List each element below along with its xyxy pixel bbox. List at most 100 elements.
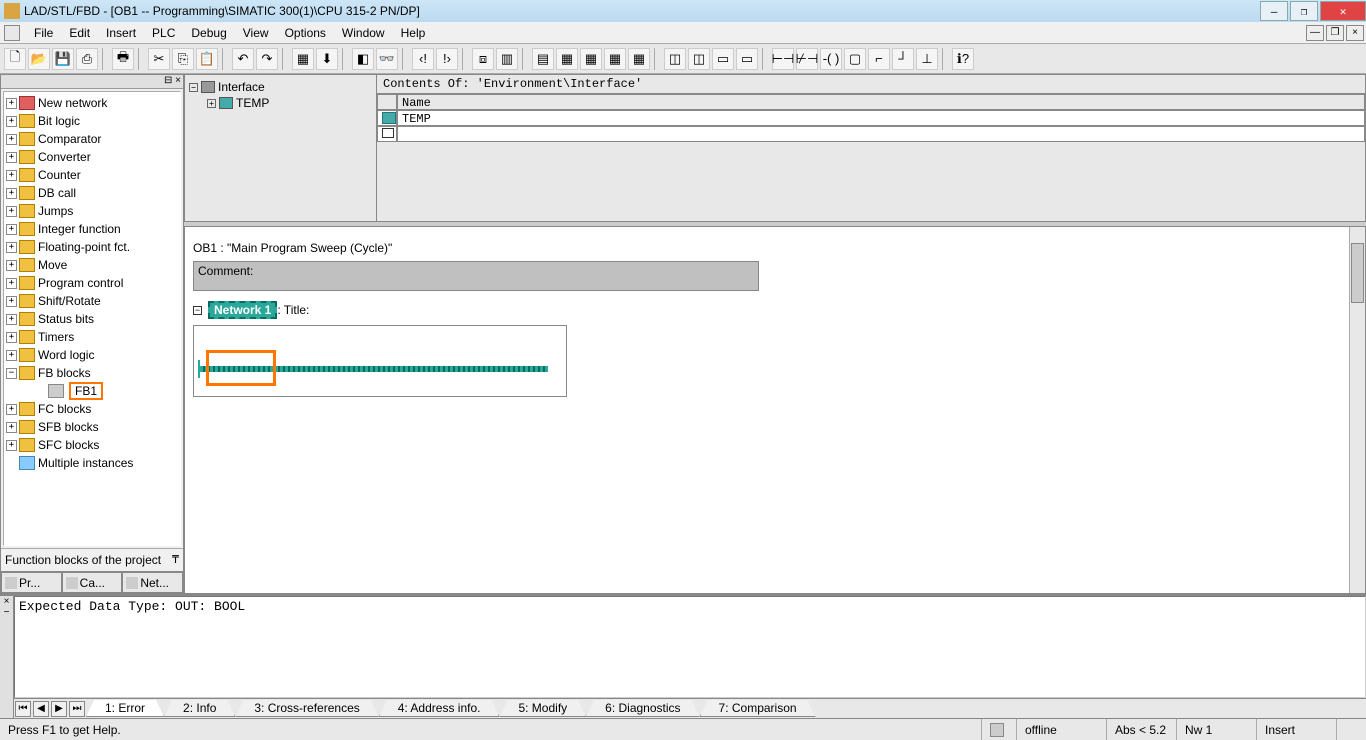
output-nav-last[interactable]: ⏭ bbox=[69, 701, 85, 717]
tb-coil[interactable]: -( ) bbox=[820, 48, 842, 70]
tree-item[interactable]: +Jumps bbox=[6, 202, 178, 220]
name-column-header[interactable]: Name bbox=[397, 94, 1365, 110]
expand-icon[interactable]: + bbox=[6, 314, 17, 325]
close-button[interactable]: ✕ bbox=[1320, 1, 1366, 21]
tb-ins4[interactable]: ▭ bbox=[736, 48, 758, 70]
tb-ref1[interactable]: ◧ bbox=[352, 48, 374, 70]
tree-item[interactable]: +Timers bbox=[6, 328, 178, 346]
network-label[interactable]: Network 1 bbox=[208, 301, 277, 319]
comment-box[interactable]: Comment: bbox=[193, 261, 759, 291]
print-button[interactable] bbox=[112, 48, 134, 70]
tb-ins3[interactable]: ▭ bbox=[712, 48, 734, 70]
expand-icon[interactable]: + bbox=[6, 170, 17, 181]
tb-block[interactable]: ▦ bbox=[292, 48, 314, 70]
tb-goto-next[interactable]: !› bbox=[436, 48, 458, 70]
empty-row[interactable] bbox=[397, 126, 1365, 142]
undo-button[interactable] bbox=[232, 48, 254, 70]
tb-view-ladder[interactable]: ⧈ bbox=[472, 48, 494, 70]
temp-row-name[interactable]: TEMP bbox=[397, 110, 1365, 126]
monitor-button[interactable] bbox=[376, 48, 398, 70]
expand-icon[interactable]: + bbox=[6, 152, 17, 163]
tree-item[interactable]: +Bit logic bbox=[6, 112, 178, 130]
open-button[interactable] bbox=[28, 48, 50, 70]
menu-window[interactable]: Window bbox=[334, 24, 393, 42]
code-editor[interactable]: OB1 : "Main Program Sweep (Cycle)" Comme… bbox=[184, 226, 1366, 594]
expand-icon[interactable]: + bbox=[6, 422, 17, 433]
editor-scrollbar[interactable] bbox=[1349, 227, 1365, 593]
expand-icon[interactable]: + bbox=[6, 188, 17, 199]
menu-help[interactable]: Help bbox=[393, 24, 434, 42]
tree-item[interactable]: +Word logic bbox=[6, 346, 178, 364]
copy-button[interactable] bbox=[172, 48, 194, 70]
catalog-tree[interactable]: +New network+Bit logic+Comparator+Conver… bbox=[4, 92, 180, 472]
tree-item[interactable]: −FB blocks bbox=[6, 364, 178, 382]
new-button[interactable] bbox=[4, 48, 26, 70]
menu-insert[interactable]: Insert bbox=[98, 24, 144, 42]
expand-icon[interactable]: + bbox=[6, 224, 17, 235]
tb-ov1[interactable]: ▦ bbox=[556, 48, 578, 70]
output-nav-prev[interactable]: ◀ bbox=[33, 701, 49, 717]
expand-icon[interactable]: + bbox=[6, 332, 17, 343]
tb-contact-nc[interactable]: ⊬⊣ bbox=[796, 48, 818, 70]
menu-view[interactable]: View bbox=[235, 24, 277, 42]
expand-icon[interactable]: − bbox=[6, 368, 17, 379]
menu-file[interactable]: File bbox=[26, 24, 61, 42]
tree-item[interactable]: Multiple instances bbox=[6, 454, 178, 472]
tree-item[interactable]: +SFB blocks bbox=[6, 418, 178, 436]
tb-conn[interactable]: ⊥ bbox=[916, 48, 938, 70]
mdi-restore-button[interactable]: ❐ bbox=[1326, 25, 1344, 41]
tree-item[interactable]: +Program control bbox=[6, 274, 178, 292]
output-tab-diag[interactable]: 6: Diagnostics bbox=[586, 700, 699, 717]
tb-catalog[interactable]: ▤ bbox=[532, 48, 554, 70]
output-tab-modify[interactable]: 5: Modify bbox=[499, 700, 586, 717]
catalog-tab-call[interactable]: Ca... bbox=[62, 572, 123, 593]
menu-options[interactable]: Options bbox=[277, 24, 334, 42]
tree-item[interactable]: +SFC blocks bbox=[6, 436, 178, 454]
interface-tree[interactable]: −Interface +TEMP bbox=[185, 75, 377, 221]
expand-icon[interactable]: + bbox=[6, 278, 17, 289]
save-all-button[interactable]: ⎙ bbox=[76, 48, 98, 70]
tree-item[interactable]: +Converter bbox=[6, 148, 178, 166]
tb-box[interactable]: ▢ bbox=[844, 48, 866, 70]
expand-icon[interactable]: + bbox=[6, 260, 17, 271]
tb-contact-no[interactable]: ⊢⊣ bbox=[772, 48, 794, 70]
download-button[interactable] bbox=[316, 48, 338, 70]
tree-item[interactable]: +Comparator bbox=[6, 130, 178, 148]
minimize-button[interactable]: — bbox=[1260, 1, 1288, 21]
expand-icon[interactable]: + bbox=[6, 116, 17, 127]
catalog-close-bar[interactable]: ⊟ × bbox=[1, 75, 183, 89]
tree-item[interactable]: +FC blocks bbox=[6, 400, 178, 418]
restore-button[interactable]: ❐ bbox=[1290, 1, 1318, 21]
expand-icon[interactable]: + bbox=[6, 296, 17, 307]
output-tab-address[interactable]: 4: Address info. bbox=[379, 700, 500, 717]
tb-ov4[interactable]: ▦ bbox=[628, 48, 650, 70]
tb-branch-close[interactable]: ┘ bbox=[892, 48, 914, 70]
tree-item[interactable]: +DB call bbox=[6, 184, 178, 202]
output-tab-compare[interactable]: 7: Comparison bbox=[700, 700, 816, 717]
output-nav-first[interactable]: ⏮ bbox=[15, 701, 31, 717]
tb-branch-open[interactable]: ⌐ bbox=[868, 48, 890, 70]
tb-ov3[interactable]: ▦ bbox=[604, 48, 626, 70]
save-button[interactable] bbox=[52, 48, 74, 70]
tb-ins2[interactable]: ◫ bbox=[688, 48, 710, 70]
menu-edit[interactable]: Edit bbox=[61, 24, 98, 42]
expand-icon[interactable]: + bbox=[6, 206, 17, 217]
help-button[interactable]: ℹ? bbox=[952, 48, 974, 70]
catalog-tab-program[interactable]: Pr... bbox=[1, 572, 62, 593]
expand-icon[interactable]: + bbox=[6, 350, 17, 361]
mdi-close-button[interactable]: × bbox=[1346, 25, 1364, 41]
tree-item[interactable]: +New network bbox=[6, 94, 178, 112]
network-collapse-icon[interactable]: − bbox=[193, 306, 202, 315]
output-nav-next[interactable]: ▶ bbox=[51, 701, 67, 717]
expand-icon[interactable]: + bbox=[6, 404, 17, 415]
catalog-tab-network[interactable]: Net... bbox=[122, 572, 183, 593]
tb-view-detail[interactable]: ▥ bbox=[496, 48, 518, 70]
cut-button[interactable] bbox=[148, 48, 170, 70]
tree-item[interactable]: +Status bits bbox=[6, 310, 178, 328]
expand-icon[interactable]: + bbox=[6, 242, 17, 253]
output-tab-info[interactable]: 2: Info bbox=[164, 700, 235, 717]
output-close-bar[interactable]: ×− bbox=[0, 596, 14, 718]
output-tab-error[interactable]: 1: Error bbox=[86, 700, 164, 717]
network-edit-area[interactable] bbox=[193, 325, 567, 397]
catalog-arrow-icon[interactable]: ₸ bbox=[172, 553, 179, 566]
